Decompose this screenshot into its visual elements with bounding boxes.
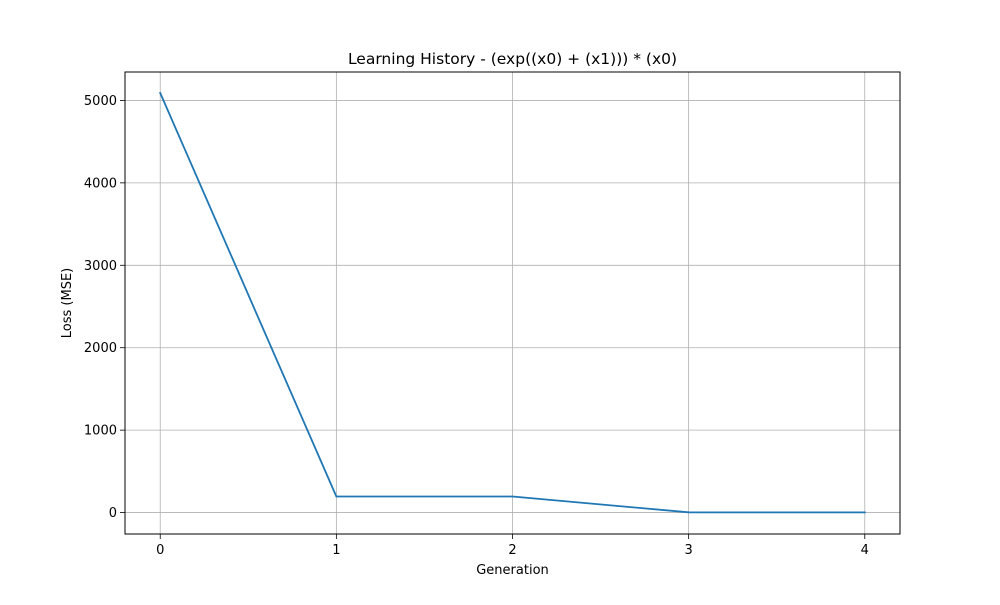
x-tick-label: 2 xyxy=(508,543,516,558)
x-axis-label: Generation xyxy=(476,563,549,578)
x-tick-label: 0 xyxy=(156,543,164,558)
grid-lines xyxy=(125,72,900,534)
x-tick-label: 4 xyxy=(861,543,869,558)
x-tick-label: 3 xyxy=(684,543,692,558)
y-tick-label: 1000 xyxy=(84,424,117,439)
y-tick-label: 5000 xyxy=(84,94,117,109)
y-tick-label: 2000 xyxy=(84,341,117,356)
x-tick-label: 1 xyxy=(332,543,340,558)
data-point xyxy=(511,495,514,498)
y-axis-label: Loss (MSE) xyxy=(60,268,75,338)
y-tick-label: 3000 xyxy=(84,259,117,274)
series-layer xyxy=(159,91,866,514)
data-point xyxy=(159,92,162,94)
data-point xyxy=(863,511,866,514)
data-point xyxy=(335,495,338,498)
axis-ticks: 0 1 2 3 4 0 1000 2000 3000 4000 5000 xyxy=(84,94,869,558)
chart-title: Learning History - (exp((x0) + (x1))) * … xyxy=(348,50,677,68)
data-point xyxy=(687,511,690,514)
y-tick-label: 0 xyxy=(109,506,117,521)
y-tick-label: 4000 xyxy=(84,176,117,191)
